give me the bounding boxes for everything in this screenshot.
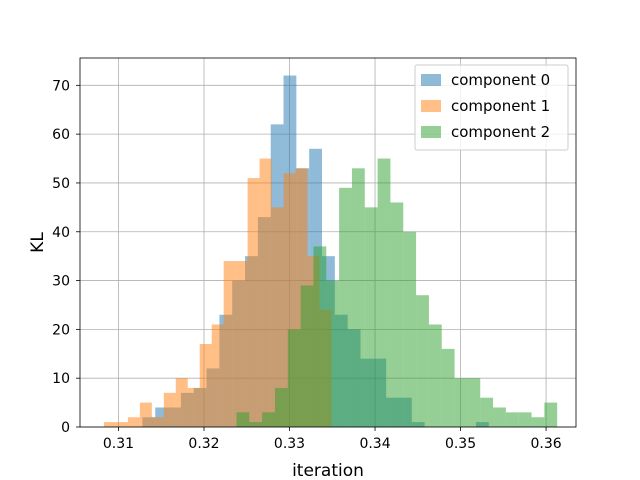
x-tick-label: 0.34 bbox=[359, 436, 390, 452]
y-tick-label: 30 bbox=[52, 274, 70, 290]
histogram-bar bbox=[271, 207, 284, 427]
histogram-bar bbox=[441, 348, 455, 427]
histogram-bar bbox=[249, 422, 263, 427]
histogram-bar bbox=[274, 387, 288, 427]
histogram-bar bbox=[223, 261, 236, 427]
histogram-bar bbox=[163, 392, 176, 427]
histogram-bar bbox=[505, 412, 519, 427]
histogram-bar bbox=[493, 407, 506, 427]
histogram-bar bbox=[199, 344, 212, 427]
histogram-bar bbox=[127, 417, 140, 427]
histogram-bars bbox=[103, 75, 558, 428]
histogram-bar bbox=[235, 261, 248, 427]
legend-swatch bbox=[421, 126, 441, 138]
histogram-bar bbox=[390, 202, 404, 427]
x-tick-label: 0.31 bbox=[103, 436, 134, 452]
histogram-bar bbox=[187, 387, 200, 427]
legend-label: component 2 bbox=[451, 123, 550, 141]
histogram-bar bbox=[351, 168, 365, 428]
legend-label: component 0 bbox=[451, 71, 550, 89]
histogram-bar bbox=[115, 422, 128, 427]
histogram-bar bbox=[247, 178, 260, 427]
histogram-bar bbox=[313, 246, 327, 427]
series-2-bars bbox=[236, 158, 558, 428]
y-tick-label: 70 bbox=[52, 78, 70, 94]
histogram-bar bbox=[403, 231, 417, 427]
legend-items: component 0 component 1 component 2 bbox=[421, 71, 550, 141]
histogram-bar bbox=[364, 207, 378, 427]
legend: component 0 component 1 component 2 bbox=[414, 64, 569, 151]
y-tick-label: 40 bbox=[52, 225, 70, 241]
axis-ticks: 0.31 0.32 0.33 0.34 0.35 0.36 0 10 20 30 40 50 60 70 bbox=[52, 78, 562, 452]
histogram-bar bbox=[103, 422, 116, 427]
histogram-bar bbox=[139, 402, 152, 427]
legend-label: component 1 bbox=[451, 97, 550, 115]
y-tick-label: 50 bbox=[52, 176, 70, 192]
x-tick-label: 0.33 bbox=[274, 436, 305, 452]
y-tick-label: 10 bbox=[52, 371, 70, 387]
x-axis-title: iteration bbox=[292, 461, 364, 480]
histogram-bar bbox=[151, 417, 164, 427]
histogram-bar bbox=[326, 280, 340, 427]
x-tick-label: 0.36 bbox=[530, 436, 561, 452]
y-tick-label: 60 bbox=[52, 127, 70, 143]
legend-swatch bbox=[421, 100, 441, 112]
legend-swatch bbox=[421, 74, 441, 86]
y-tick-label: 20 bbox=[52, 322, 70, 338]
histogram-bar bbox=[518, 412, 532, 427]
histogram-bar bbox=[416, 295, 429, 427]
histogram-bar bbox=[262, 412, 275, 427]
histogram-bar bbox=[377, 158, 391, 428]
histogram-bar bbox=[236, 412, 250, 427]
y-tick-label: 0 bbox=[61, 420, 70, 436]
histogram-bar bbox=[175, 378, 188, 427]
plot-area-frame bbox=[79, 57, 577, 428]
histogram-bar bbox=[259, 158, 272, 428]
histogram-bar bbox=[454, 378, 468, 427]
histogram-bar bbox=[467, 378, 481, 427]
histogram-bar bbox=[428, 324, 442, 427]
histogram-bar bbox=[544, 402, 558, 427]
histogram-bar bbox=[339, 187, 352, 427]
legend-box bbox=[414, 64, 569, 151]
histogram-bar bbox=[283, 173, 296, 427]
histogram-bar bbox=[211, 324, 224, 427]
histogram-bar bbox=[287, 329, 301, 427]
histogram-bar bbox=[300, 285, 314, 427]
histogram-bar bbox=[480, 397, 494, 427]
x-tick-label: 0.32 bbox=[188, 436, 219, 452]
x-tick-label: 0.35 bbox=[445, 436, 476, 452]
histogram-bar bbox=[531, 417, 545, 427]
y-axis-title: KL bbox=[28, 232, 48, 253]
